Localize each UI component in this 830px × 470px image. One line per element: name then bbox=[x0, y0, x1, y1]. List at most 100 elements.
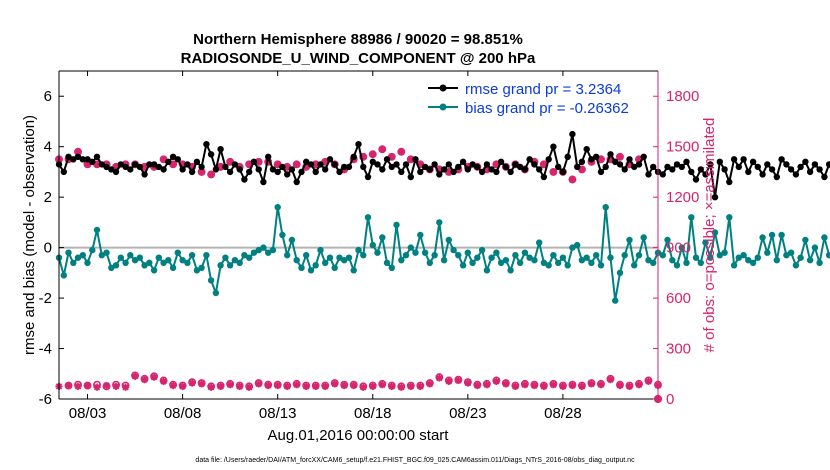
bias-point bbox=[460, 262, 466, 268]
bias-point bbox=[217, 262, 223, 268]
bias-point bbox=[650, 260, 656, 266]
y-left-tick-label: -2 bbox=[39, 290, 52, 307]
bias-point bbox=[198, 265, 204, 271]
rmse-point bbox=[731, 156, 737, 162]
bias-point bbox=[607, 255, 613, 261]
rmse-point bbox=[346, 164, 352, 170]
bias-point bbox=[565, 262, 571, 268]
bias-point bbox=[755, 255, 761, 261]
rmse-point bbox=[227, 169, 233, 175]
bias-point bbox=[313, 262, 319, 268]
bias-point bbox=[370, 242, 376, 248]
rmse-point bbox=[222, 164, 228, 170]
bias-point bbox=[821, 234, 827, 240]
bias-point bbox=[446, 237, 452, 243]
bias-point bbox=[774, 257, 780, 263]
x-tick-label: 08/23 bbox=[449, 405, 487, 422]
rmse-point bbox=[141, 171, 147, 177]
y-left-tick-label: 2 bbox=[44, 189, 52, 206]
rmse-point bbox=[355, 141, 361, 147]
y-right-tick-label: 300 bbox=[666, 341, 691, 358]
y-left-tick-label: 0 bbox=[44, 240, 52, 257]
rmse-point bbox=[759, 171, 765, 177]
rmse-point bbox=[764, 161, 770, 167]
rmse-point bbox=[336, 169, 342, 175]
bias-point bbox=[641, 234, 647, 240]
rmse-point bbox=[436, 171, 442, 177]
bias-point bbox=[308, 267, 314, 273]
rmse-point bbox=[241, 176, 247, 182]
rmse-point bbox=[721, 166, 727, 172]
bias-point bbox=[80, 252, 86, 258]
bias-point bbox=[793, 262, 799, 268]
x-tick-label: 08/08 bbox=[164, 405, 202, 422]
bias-point bbox=[441, 257, 447, 263]
bias-point bbox=[213, 290, 219, 296]
bias-point bbox=[165, 257, 171, 263]
rmse-assimilated-marker bbox=[208, 171, 215, 178]
bias-point bbox=[588, 260, 594, 266]
bias-point bbox=[488, 255, 494, 261]
rmse-point bbox=[94, 154, 100, 160]
rmse-point bbox=[774, 174, 780, 180]
rmse-point bbox=[465, 166, 471, 172]
y-right-tick-label: 900 bbox=[666, 240, 691, 257]
bias-point bbox=[431, 252, 437, 258]
bias-point bbox=[360, 252, 366, 258]
rmse-point bbox=[137, 164, 143, 170]
rmse-point bbox=[165, 159, 171, 165]
rmse-point bbox=[408, 174, 414, 180]
bias-point bbox=[584, 255, 590, 261]
bias-point bbox=[593, 252, 599, 258]
bias-point bbox=[408, 244, 414, 250]
rmse-point bbox=[683, 159, 689, 165]
rmse-point bbox=[308, 161, 314, 167]
bias-point bbox=[222, 255, 228, 261]
rmse-point bbox=[384, 156, 390, 162]
bias-point bbox=[260, 244, 266, 250]
rmse-point bbox=[569, 131, 575, 137]
rmse-point bbox=[750, 159, 756, 165]
rmse-point bbox=[603, 164, 609, 170]
x-tick-label: 08/18 bbox=[354, 405, 392, 422]
rmse-point bbox=[679, 164, 685, 170]
rmse-point bbox=[816, 166, 822, 172]
bias-point bbox=[294, 257, 300, 263]
rmse-point bbox=[769, 166, 775, 172]
bias-point bbox=[322, 260, 328, 266]
bias-point bbox=[788, 250, 794, 256]
rmse-point bbox=[294, 179, 300, 185]
rmse-point bbox=[327, 156, 333, 162]
bias-point bbox=[146, 260, 152, 266]
rmse-assimilated-marker bbox=[379, 146, 386, 153]
y-right-tick-label: 1200 bbox=[666, 189, 699, 206]
rmse-point bbox=[650, 164, 656, 170]
rmse-point bbox=[507, 169, 513, 175]
bias-point bbox=[493, 250, 499, 256]
y-left-tick-label: -6 bbox=[39, 391, 52, 408]
rmse-point bbox=[313, 169, 319, 175]
bias-point bbox=[374, 250, 380, 256]
title-line-2: RADIOSONDE_U_WIND_COMPONENT @ 200 hPa bbox=[181, 50, 536, 67]
rmse-point bbox=[645, 171, 651, 177]
bias-point bbox=[802, 237, 808, 243]
rmse-point bbox=[298, 169, 304, 175]
bias-point bbox=[769, 232, 775, 238]
bias-point bbox=[351, 267, 357, 273]
y-right-tick-label: 1800 bbox=[666, 88, 699, 105]
bias-point bbox=[175, 250, 181, 256]
rmse-point bbox=[522, 166, 528, 172]
bias-point bbox=[422, 250, 428, 256]
rmse-point bbox=[113, 169, 119, 175]
bias-point bbox=[693, 255, 699, 261]
rmse-point bbox=[256, 166, 262, 172]
rmse-point bbox=[322, 166, 328, 172]
rmse-point bbox=[284, 171, 290, 177]
rmse-point bbox=[622, 166, 628, 172]
bias-point bbox=[574, 242, 580, 248]
rmse-point bbox=[474, 164, 480, 170]
rmse-point bbox=[365, 174, 371, 180]
rmse-point bbox=[217, 146, 223, 152]
bias-point bbox=[189, 252, 195, 258]
rmse-point bbox=[740, 156, 746, 162]
